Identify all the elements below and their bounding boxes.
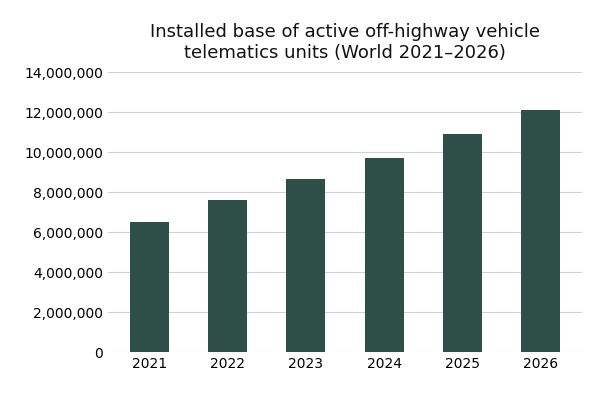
Bar: [443, 134, 482, 352]
Title: Installed base of active off-highway vehicle
telematics units (World 2021–2026): Installed base of active off-highway veh…: [150, 23, 540, 62]
Bar: [286, 179, 325, 352]
Bar: [521, 110, 560, 352]
Bar: [130, 222, 169, 352]
Bar: [208, 200, 247, 352]
Bar: [365, 158, 404, 352]
